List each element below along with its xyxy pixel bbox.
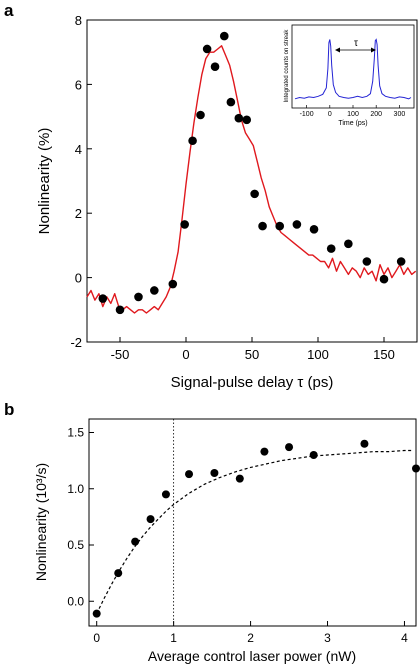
panel-a-data-point: [98, 294, 108, 303]
panel-a-data-point: [258, 221, 267, 231]
panel-a-data-point: [134, 292, 143, 302]
panel-b-chart: 0 1 2 3 4 0.0 0.5 1.0 1.5 Average control laser…: [33, 418, 420, 664]
panel-a-data-point: [226, 97, 236, 107]
panel-b-data-point: [309, 451, 318, 459]
panel-b-data-point: [92, 609, 101, 618]
inset-streak-line: [294, 38, 412, 100]
panel-b-y-ticks: 0.0 0.5 1.0 1.5: [67, 426, 94, 608]
inset-y-axis-label: Integrated counts on streak: [284, 29, 290, 103]
panel-b-x-axis-label: Average control laser power (nW): [148, 648, 356, 664]
panel-a-y-tick-label: 2: [75, 206, 82, 221]
inset-x-tick-label: 300: [394, 111, 406, 118]
panel-b-data-point: [185, 470, 194, 479]
panel-b-data-point: [412, 464, 420, 473]
panel-b-y-tick-label: 0.0: [67, 594, 84, 608]
panel-a-x-axis-label: Signal-pulse delay τ (ps): [171, 374, 334, 391]
panel-b-data-point: [235, 474, 244, 483]
panel-a-data-point: [275, 221, 285, 231]
panel-b-x-tick-label: 1: [170, 631, 177, 645]
inset-x-ticks: -100 0 100 200 300: [300, 105, 406, 118]
panel-a-x-tick-label: 100: [307, 347, 329, 362]
panel-b-x-ticks: 0 1 2 3 4: [93, 621, 408, 645]
panel-a-data-point: [344, 239, 353, 249]
panel-a-x-tick-label: 0: [182, 347, 189, 362]
panel-a-data-point: [188, 136, 197, 146]
panel-a-data-point: [362, 257, 372, 266]
panel-b-y-axis-label: Nonlinearity (10³/s): [33, 463, 49, 581]
panel-b-data-point: [360, 439, 369, 448]
inset-frame: [291, 24, 415, 109]
panel-b-y-tick-label: 1.0: [67, 482, 84, 496]
panel-b-x-tick-label: 4: [401, 631, 408, 645]
panel-a-y-tick-label: 0: [75, 271, 82, 286]
panel-a-data-point: [150, 286, 159, 295]
panel-b-y-tick-label: 0.5: [67, 538, 84, 552]
inset-x-tick-label: 0: [328, 111, 332, 118]
inset-marks: [294, 38, 412, 100]
panel-a-y-axis-label: Nonlinearity (%): [36, 128, 53, 235]
inset-tau-annotation: τ: [354, 38, 358, 49]
panel-a-data-point: [396, 257, 406, 266]
inset-chart: -100 0 100 200 300 τ Time (ps) Integrated co…: [284, 24, 415, 127]
panel-a-data-point: [309, 225, 319, 234]
panel-a-x-ticks: -50 0 50 100 150: [111, 337, 395, 362]
panel-a-fit-line: [86, 45, 417, 314]
inset-x-axis-label: Time (ps): [338, 120, 367, 127]
panel-a-data-point: [196, 110, 205, 120]
panel-b-data-point: [161, 490, 170, 499]
panel-a-data-point: [202, 44, 212, 54]
panel-a-y-tick-label: 4: [75, 142, 82, 157]
panel-a-marks: [86, 31, 417, 315]
panel-b-data-point: [260, 447, 269, 456]
panel-b-data-point: [146, 515, 155, 524]
panel-b-data-point: [114, 569, 123, 578]
panel-a-data-point: [180, 220, 189, 229]
inset-tau-arrowhead-left: [335, 47, 340, 53]
panel-a-y-ticks: -2 0 2 4 6 8: [70, 13, 92, 350]
panel-b-fit-curve: [96, 449, 413, 614]
panel-a-data-point: [210, 62, 220, 71]
panel-b-x-tick-label: 0: [93, 631, 100, 645]
panel-a-data-point: [219, 31, 229, 41]
inset-tau-arrowhead-right: [371, 47, 376, 53]
panel-a-chart: -50 0 50 100 150 -2 0 2 4 6 8 Signal-pulse delay …: [36, 13, 418, 391]
panel-a-x-tick-label: 150: [373, 347, 395, 362]
panel-a-y-tick-label: 8: [75, 13, 82, 28]
panel-a-data-point: [326, 244, 336, 253]
panel-a-x-tick-label: -50: [111, 347, 130, 362]
panel-a-data-point: [115, 305, 125, 315]
panel-b-data-point: [210, 469, 219, 477]
inset-x-tick-label: 100: [347, 111, 359, 118]
panel-b-marks: [92, 419, 420, 626]
inset-x-tick-label: -100: [300, 111, 314, 118]
panel-a-x-tick-label: 50: [245, 347, 259, 362]
panel-label-a: a: [4, 1, 14, 20]
panel-b-frame: [88, 418, 417, 627]
panel-label-b: b: [4, 400, 14, 419]
panel-b-data-point: [285, 443, 294, 452]
panel-b-x-tick-label: 3: [324, 631, 331, 645]
panel-b-x-tick-label: 2: [247, 631, 254, 645]
panel-a-data-point: [292, 220, 302, 229]
panel-a-y-tick-label: 6: [75, 77, 82, 92]
panel-a-data-point: [234, 113, 244, 123]
panel-a-y-tick-label: -2: [70, 335, 82, 350]
panel-a-data-point: [168, 279, 178, 289]
panel-b-data-point: [131, 537, 140, 546]
panel-a-data-point: [250, 189, 259, 199]
panel-a-data-point: [242, 115, 252, 125]
panel-a-data-point: [379, 274, 389, 284]
inset-x-tick-label: 200: [370, 111, 382, 118]
panel-b-y-tick-label: 1.5: [67, 426, 84, 440]
